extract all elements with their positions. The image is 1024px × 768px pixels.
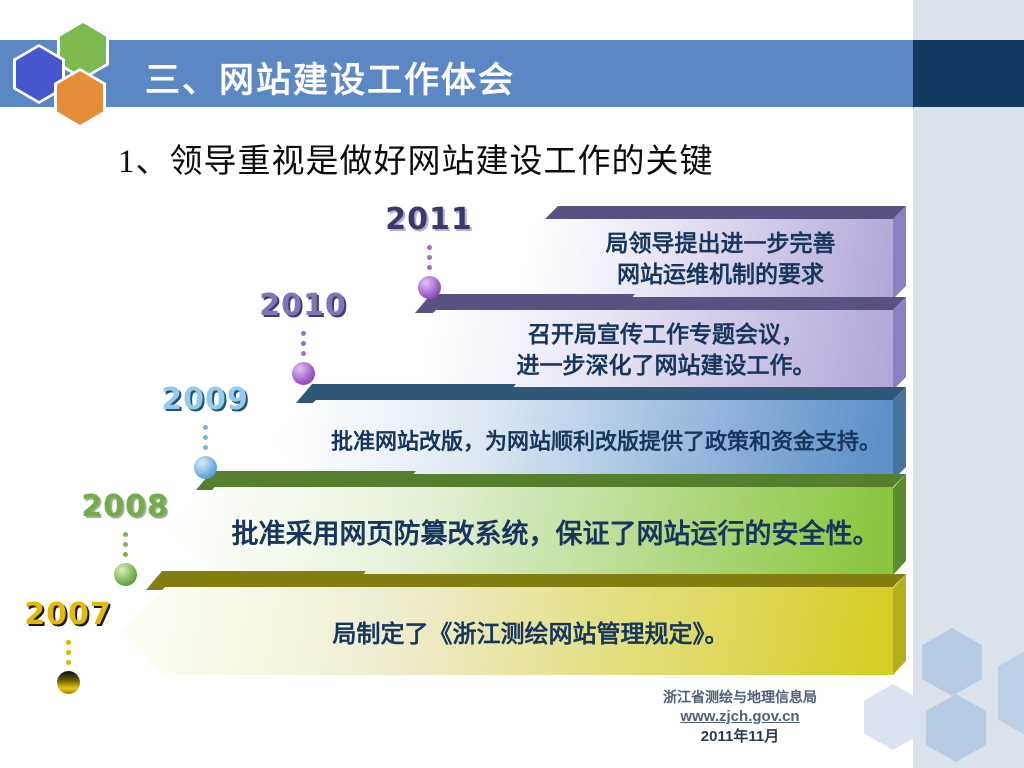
- banner-text-line: 网站运维机制的要求: [617, 262, 824, 287]
- banner-text-line: 局制定了《浙江测绘网站管理规定》。: [332, 621, 729, 648]
- timeline-sphere-icon: [193, 455, 217, 479]
- banner-side-face: [893, 206, 906, 299]
- timeline-banner-2011: 局领导提出进一步完善 网站运维机制的要求: [502, 219, 893, 299]
- year-marker-2008: 2008: [75, 489, 175, 586]
- year-marker-2011: 2011: [379, 202, 479, 299]
- trail-dot-icon: [202, 435, 208, 440]
- trail-dot-icon: [65, 650, 71, 655]
- banner-text-line: 批准采用网页防篡改系统，保证了网站运行的安全性。: [231, 518, 880, 549]
- timeline-sphere-icon: [291, 361, 315, 385]
- page-title: 三、网站建设工作体会: [145, 61, 516, 100]
- timeline-banner-2010: 召开局宣传工作专题会议， 进一步深化了网站建设工作。: [393, 310, 893, 390]
- banner-top-face: [215, 474, 906, 487]
- banner-top-face: [316, 387, 906, 400]
- trail-dot-icon: [122, 532, 128, 537]
- trail-dot-icon: [426, 265, 432, 270]
- banner-top-face: [165, 574, 906, 587]
- year-marker-2009: 2009: [155, 382, 255, 479]
- trail-dot-icon: [426, 255, 432, 260]
- trail-dot-icon: [122, 552, 128, 557]
- banner-text-line: 局领导提出进一步完善: [605, 231, 836, 256]
- trail-dot-icon: [202, 445, 208, 450]
- title-bar-accent-block: [913, 40, 1024, 107]
- trail-dot-icon: [300, 341, 306, 346]
- year-marker-2010: 2010: [253, 288, 353, 385]
- year-label: 2009: [161, 382, 249, 417]
- banner-text-line: 召开局宣传工作专题会议，: [528, 322, 804, 347]
- timeline-sphere-icon: [113, 562, 137, 586]
- trail-dot-icon: [300, 331, 306, 336]
- banner-side-face: [893, 297, 906, 390]
- footer-website-link[interactable]: www.zjch.gov.cn: [680, 708, 800, 725]
- banner-top-face: [436, 297, 906, 310]
- year-marker-2007: 2007: [18, 597, 118, 694]
- trail-dot-icon: [202, 425, 208, 430]
- timeline-banner-2008: 批准采用网页防篡改系统，保证了网站运行的安全性。: [172, 487, 893, 575]
- banner-side-face: [893, 574, 906, 675]
- trail-dot-icon: [65, 660, 71, 665]
- timeline-banner-2007: 局制定了《浙江测绘网站管理规定》。: [122, 587, 893, 675]
- slide-footer: 浙江省测绘与地理信息局 www.zjch.gov.cn 2011年11月: [600, 688, 880, 747]
- trail-dot-icon: [65, 640, 71, 645]
- trail-dot-icon: [300, 351, 306, 356]
- hexagon-pale-icon: [864, 684, 922, 750]
- footer-organization: 浙江省测绘与地理信息局: [663, 689, 817, 705]
- slide-subtitle: 1、领导重视是做好网站建设工作的关键: [118, 144, 714, 180]
- timeline-banner-2009: 批准网站改版，为网站顺利改版提供了政策和资金支持。: [273, 400, 893, 480]
- banner-top-face: [545, 206, 906, 219]
- year-label: 2010: [259, 288, 347, 323]
- trail-dot-icon: [426, 245, 432, 250]
- year-label: 2008: [81, 489, 169, 524]
- trail-dot-icon: [122, 542, 128, 547]
- banner-side-face: [893, 474, 906, 575]
- banner-text-line: 进一步深化了网站建设工作。: [516, 353, 816, 378]
- timeline-sphere-icon: [417, 275, 441, 299]
- timeline-sphere-icon: [56, 670, 80, 694]
- banner-text-line: 批准网站改版，为网站顺利改版提供了政策和资金支持。: [330, 429, 881, 454]
- year-label: 2011: [385, 202, 473, 237]
- year-label: 2007: [24, 597, 112, 632]
- title-bar: [0, 40, 913, 107]
- footer-date: 2011年11月: [700, 728, 780, 745]
- banner-side-face: [893, 387, 906, 480]
